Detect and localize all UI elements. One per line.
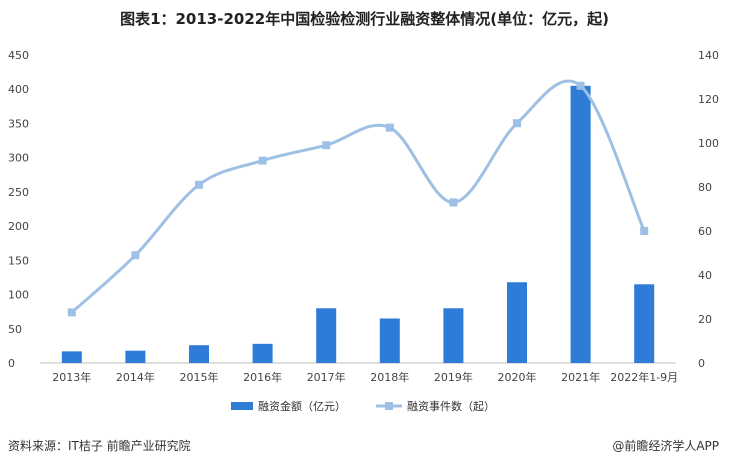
legend: 融资金额（亿元） 融资事件数（起） <box>231 399 495 413</box>
x-tick-label: 2013年 <box>52 370 91 384</box>
x-tick-label: 2017年 <box>307 370 346 384</box>
bar <box>189 345 209 363</box>
x-tick-label: 2018年 <box>370 370 409 384</box>
line-point <box>513 119 521 128</box>
y-right-tick-label: 80 <box>698 181 712 194</box>
x-tick-label: 2021年 <box>561 370 600 384</box>
y-right-tick-label: 140 <box>698 49 719 62</box>
y-right-tick-label: 60 <box>698 225 712 238</box>
x-tick-label: 2022年1-9月 <box>610 370 678 384</box>
legend-bar-swatch <box>231 402 253 410</box>
y-left-axis: 0 50 100 150 200 250 300 350 400 450 <box>8 49 29 370</box>
y-left-tick-label: 300 <box>8 152 29 165</box>
line-point <box>195 180 203 189</box>
line-series-points <box>67 81 649 317</box>
y-right-axis: 0 20 40 60 80 100 120 140 <box>698 49 719 370</box>
y-right-tick-label: 20 <box>698 313 712 326</box>
y-left-tick-label: 200 <box>8 220 29 233</box>
bar <box>443 308 464 363</box>
y-left-tick-label: 100 <box>8 289 29 302</box>
bar <box>125 350 146 363</box>
legend-bar-label: 融资金额（亿元） <box>258 399 346 413</box>
line-point <box>576 81 585 90</box>
line-point <box>322 141 331 150</box>
source-note: 资料来源：IT桔子 前瞻产业研究院 <box>8 439 191 453</box>
line-point <box>385 123 394 132</box>
x-tick-label: 2014年 <box>116 370 155 384</box>
y-left-tick-label: 350 <box>8 117 29 130</box>
y-left-tick-label: 400 <box>8 83 29 96</box>
x-tick-label: 2020年 <box>498 370 537 384</box>
y-right-tick-label: 0 <box>698 357 705 370</box>
bar <box>570 85 591 364</box>
bar <box>61 351 82 363</box>
bar <box>252 343 273 363</box>
bar <box>379 318 400 363</box>
x-tick-label: 2019年 <box>434 370 473 384</box>
bar <box>316 308 337 363</box>
y-left-tick-label: 0 <box>8 357 15 370</box>
y-right-tick-label: 40 <box>698 269 712 282</box>
y-left-tick-label: 50 <box>8 323 22 336</box>
chart-title: 图表1：2013-2022年中国检验检测行业融资整体情况(单位：亿元，起) <box>120 10 609 28</box>
y-left-tick-label: 250 <box>8 186 29 199</box>
credit-note: @前瞻经济学人APP <box>612 439 719 453</box>
x-tick-label: 2015年 <box>180 370 219 384</box>
line-point <box>131 251 140 260</box>
y-right-tick-label: 120 <box>698 93 719 106</box>
y-left-tick-label: 150 <box>8 254 29 267</box>
x-axis: 2013年 2014年 2015年 2016年 2017年 2018年 2019年 2020年… <box>52 370 678 384</box>
y-left-tick-label: 450 <box>8 49 29 62</box>
legend-line-marker <box>385 402 393 410</box>
bar-series <box>61 85 655 364</box>
line-point <box>258 156 267 165</box>
line-point <box>67 308 76 317</box>
x-tick-label: 2016年 <box>243 370 282 384</box>
legend-line-label: 融资事件数（起） <box>407 400 495 413</box>
bar <box>634 284 655 363</box>
bar <box>507 282 527 363</box>
line-point <box>640 227 649 235</box>
y-right-tick-label: 100 <box>698 137 719 150</box>
line-point <box>449 198 458 207</box>
line-series-path <box>70 79 646 314</box>
